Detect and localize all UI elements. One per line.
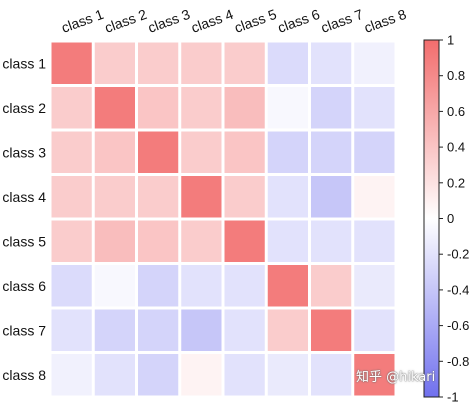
colorbar-tick-label-11: -1 [447, 390, 459, 403]
heatmap-cell-r8-c5 [224, 354, 265, 396]
heatmap-cell-r4-c6 [267, 176, 308, 218]
heatmap-cell-r2-c4 [181, 87, 222, 129]
heatmap-cell-r8-c3 [138, 354, 179, 396]
heatmap-cell-r6-c8 [354, 265, 395, 307]
heatmap-cell-r5-c6 [267, 220, 308, 262]
row-tick-label-7: class 7 [2, 322, 46, 338]
heatmap-cell-r4-c2 [94, 176, 135, 218]
heatmap-cell-r2-c2 [94, 87, 135, 129]
column-tick-label-4: class 4 [189, 6, 236, 36]
heatmap-cell-r7-c3 [138, 309, 179, 351]
watermark: 知乎 @hikari [356, 370, 436, 385]
heatmap-cell-r8-c4 [181, 354, 222, 396]
heatmap-cell-r3-c6 [267, 131, 308, 173]
row-tick-label-8: class 8 [2, 367, 46, 383]
heatmap-cell-r7-c5 [224, 309, 265, 351]
heatmap-cell-r8-c2 [94, 354, 135, 396]
heatmap-cell-r3-c8 [354, 131, 395, 173]
colorbar-tick-label-4: 0.4 [447, 140, 465, 155]
column-tick-label-2: class 2 [102, 6, 149, 36]
colorbar-tick-label-1: 1 [447, 33, 454, 48]
heatmap-cell-r3-c2 [94, 131, 135, 173]
colorbar-tick-label-7: -0.2 [447, 247, 469, 262]
column-tick-label-6: class 6 [275, 6, 322, 36]
heatmap-cell-r5-c5 [224, 220, 265, 262]
heatmap-cell-r7-c2 [94, 309, 135, 351]
heatmap-cell-r1-c5 [224, 42, 265, 84]
heatmap-cell-r2-c8 [354, 87, 395, 129]
heatmap-cell-r4-c7 [311, 176, 352, 218]
heatmap-cell-r5-c4 [181, 220, 222, 262]
colorbar [423, 39, 440, 398]
column-tick-label-8: class 8 [362, 6, 409, 36]
heatmap-cell-r2-c5 [224, 87, 265, 129]
heatmap-cell-r2-c3 [138, 87, 179, 129]
heatmap-cell-r8-c7 [311, 354, 352, 396]
heatmap-cell-r6-c4 [181, 265, 222, 307]
heatmap-cell-r7-c6 [267, 309, 308, 351]
heatmap-cell-r6-c2 [94, 265, 135, 307]
heatmap-cell-r2-c1 [51, 87, 92, 129]
colorbar-tick-label-8: -0.4 [447, 282, 469, 297]
colorbar-tick-label-10: -0.8 [447, 354, 469, 369]
heatmap-cell-r1-c2 [94, 42, 135, 84]
colorbar-tick-label-3: 0.6 [447, 104, 465, 119]
heatmap-cell-r2-c6 [267, 87, 308, 129]
heatmap-cell-r7-c1 [51, 309, 92, 351]
heatmap-cell-r1-c4 [181, 42, 222, 84]
heatmap-cell-r4-c4 [181, 176, 222, 218]
heatmap-cell-r5-c8 [354, 220, 395, 262]
heatmap-cell-r5-c7 [311, 220, 352, 262]
heatmap-cell-r5-c3 [138, 220, 179, 262]
heatmap-cell-r3-c7 [311, 131, 352, 173]
colorbar-tick-label-5: 0.2 [447, 175, 465, 190]
heatmap-cell-r4-c1 [51, 176, 92, 218]
heatmap-cell-r6-c7 [311, 265, 352, 307]
heatmap-cell-r3-c1 [51, 131, 92, 173]
heatmap-cell-r7-c8 [354, 309, 395, 351]
row-tick-label-4: class 4 [2, 189, 46, 205]
heatmap-cell-r2-c7 [311, 87, 352, 129]
row-tick-label-6: class 6 [2, 278, 46, 294]
heatmap-cell-r1-c7 [311, 42, 352, 84]
heatmap-cell-r3-c4 [181, 131, 222, 173]
heatmap-cell-r7-c7 [311, 309, 352, 351]
heatmap-cell-r6-c1 [51, 265, 92, 307]
heatmap-cell-r8-c8 [354, 354, 395, 396]
heatmap-cell-r1-c6 [267, 42, 308, 84]
colorbar-tick-label-6: 0 [447, 211, 454, 226]
heatmap-cell-r4-c3 [138, 176, 179, 218]
heatmap-cell-r5-c2 [94, 220, 135, 262]
heatmap-cell-r7-c4 [181, 309, 222, 351]
heatmap-cell-r6-c6 [267, 265, 308, 307]
heatmap-cell-r3-c5 [224, 131, 265, 173]
heatmap-cell-r5-c1 [51, 220, 92, 262]
column-tick-label-7: class 7 [319, 6, 366, 36]
heatmap-cell-r1-c8 [354, 42, 395, 84]
heatmap-cell-r4-c8 [354, 176, 395, 218]
colorbar-tick-label-9: -0.6 [447, 318, 469, 333]
heatmap-cell-r6-c3 [138, 265, 179, 307]
row-tick-label-2: class 2 [2, 100, 46, 116]
column-tick-label-5: class 5 [232, 6, 279, 36]
heatmap-cell-r8-c1 [51, 354, 92, 396]
column-tick-label-1: class 1 [59, 6, 106, 36]
heatmap-cell-r8-c6 [267, 354, 308, 396]
row-tick-label-5: class 5 [2, 233, 46, 249]
row-tick-label-1: class 1 [2, 55, 46, 71]
heatmap-cell-r4-c5 [224, 176, 265, 218]
row-tick-label-3: class 3 [2, 144, 46, 160]
heatmap-cell-r1-c1 [51, 42, 92, 84]
colorbar-tick-label-2: 0.8 [447, 68, 465, 83]
heatmap-cell-r6-c5 [224, 265, 265, 307]
heatmap-cell-r3-c3 [138, 131, 179, 173]
heatmap-cell-r1-c3 [138, 42, 179, 84]
column-tick-label-3: class 3 [146, 6, 193, 36]
